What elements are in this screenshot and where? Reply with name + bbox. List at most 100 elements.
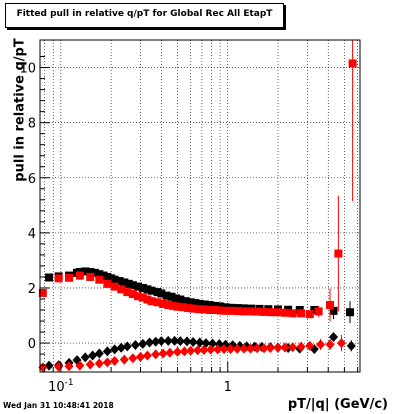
data-point (134, 292, 143, 301)
x-axis-label: pT/|q| (GeV/c) (287, 397, 388, 412)
data-point (65, 273, 74, 282)
data-point (191, 299, 200, 308)
data-point (156, 336, 166, 347)
chart-title-box: Fitted pull in relative q/pT for Global … (5, 3, 284, 28)
data-point (110, 344, 120, 355)
data-point (195, 337, 205, 348)
data-point (226, 344, 236, 355)
data-point (75, 360, 85, 371)
data-point (44, 360, 54, 371)
data-point (265, 343, 275, 354)
data-point (151, 336, 161, 347)
data-point (206, 344, 216, 355)
data-point (157, 289, 166, 298)
data-point (94, 348, 104, 359)
data-point (310, 306, 319, 315)
data-point (181, 297, 190, 306)
data-point (116, 342, 126, 353)
data-point (253, 307, 262, 316)
data-point (159, 299, 168, 308)
data-point (260, 307, 269, 316)
data-point (179, 303, 188, 312)
data-point (205, 301, 214, 310)
data-point (173, 302, 182, 311)
data-point (267, 308, 276, 317)
data-point (297, 309, 306, 318)
data-point (329, 306, 338, 315)
data-point (326, 301, 335, 310)
data-point (143, 295, 152, 304)
data-point (336, 338, 346, 349)
data-point (165, 347, 175, 358)
grid (40, 40, 360, 372)
data-point (75, 271, 84, 280)
data-point (193, 345, 203, 356)
data-point (194, 305, 203, 314)
data-point (273, 308, 282, 317)
data-point (80, 352, 90, 363)
data-point (147, 286, 156, 295)
data-point (134, 282, 143, 291)
data-point (195, 299, 204, 308)
data-point (86, 272, 95, 281)
data-point (252, 343, 262, 354)
data-point (110, 282, 119, 291)
data-point (239, 307, 248, 316)
data-point (273, 342, 283, 353)
y-tick-label: 10 (19, 62, 36, 77)
data-point (305, 340, 315, 351)
data-point (334, 249, 343, 258)
data-point (122, 341, 132, 352)
data-point (95, 270, 104, 279)
data-point (348, 59, 357, 68)
data-point (95, 275, 104, 284)
data-point (200, 300, 209, 309)
data-point (199, 344, 209, 355)
plot-frame (39, 39, 361, 373)
data-point (153, 298, 162, 307)
x-tick-label: 10-1 (48, 378, 74, 395)
data-point (280, 308, 289, 317)
y-axis-label: pull in relative q/pT (12, 38, 28, 182)
data-point (179, 346, 189, 357)
data-point (94, 358, 104, 369)
data-point (123, 288, 132, 297)
data-point (211, 306, 220, 315)
data-point (163, 335, 173, 346)
data-point (54, 274, 63, 283)
y-tick-label: 6 (28, 172, 36, 187)
data-point (85, 359, 95, 370)
data-point (346, 340, 356, 351)
data-point (169, 301, 178, 310)
data-point (128, 353, 138, 364)
data-point (81, 267, 90, 276)
data-point (103, 279, 112, 288)
data-point (128, 281, 137, 290)
data-point (296, 341, 306, 352)
data-point (64, 361, 74, 372)
data-point (102, 346, 112, 357)
data-point (216, 302, 225, 311)
data-point (314, 307, 323, 316)
data-point (120, 278, 129, 287)
data-point (151, 349, 161, 360)
data-point (246, 343, 256, 354)
data-point (176, 295, 185, 304)
data-point (90, 268, 99, 277)
data-point (147, 297, 156, 306)
data-point (175, 336, 185, 347)
data-point (186, 345, 196, 356)
data-point (325, 339, 335, 350)
data-point (54, 361, 64, 372)
data-point (189, 304, 198, 313)
x-tick-label: 1 (224, 380, 232, 395)
data-point (288, 309, 297, 318)
data-point (88, 350, 98, 361)
data-point (199, 305, 208, 314)
data-point (182, 336, 192, 347)
data-point (211, 301, 220, 310)
data-point (205, 306, 214, 315)
data-point (227, 306, 236, 315)
y-tick-label: 4 (28, 227, 36, 242)
